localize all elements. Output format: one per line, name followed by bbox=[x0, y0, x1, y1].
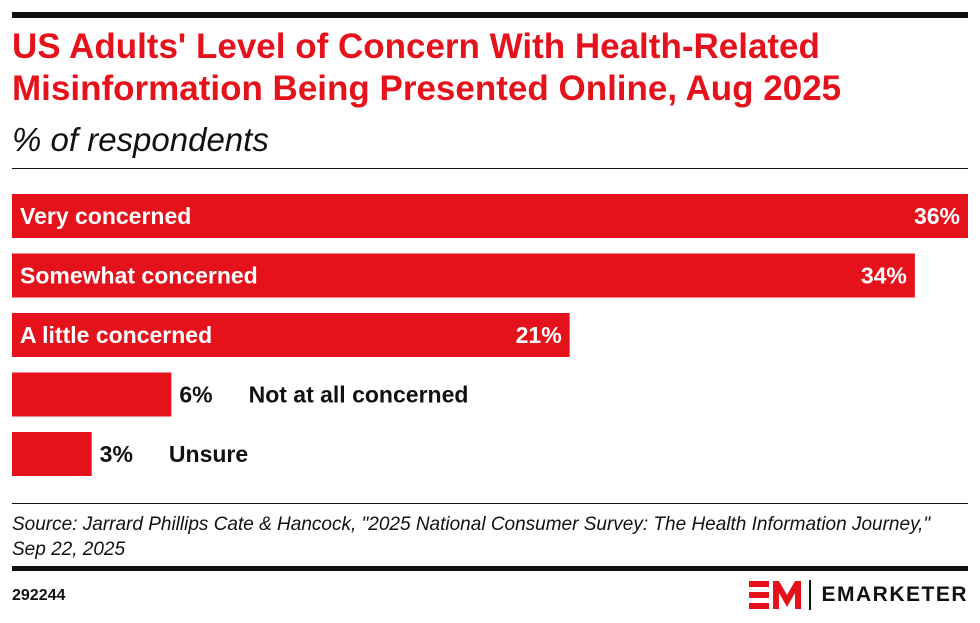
source-note: Source: Jarrard Phillips Cate & Hancock,… bbox=[12, 514, 931, 560]
category-label: Not at all concerned bbox=[249, 382, 469, 408]
bottom-rule bbox=[12, 566, 968, 571]
chart-subtitle: % of respondents bbox=[12, 121, 269, 158]
category-label: Very concerned bbox=[20, 203, 191, 229]
category-label: Somewhat concerned bbox=[20, 263, 258, 289]
top-rule bbox=[12, 12, 968, 18]
chart-title: US Adults' Level of Concern With Health-… bbox=[12, 27, 842, 108]
bar bbox=[12, 194, 968, 238]
category-label: Unsure bbox=[169, 441, 248, 467]
bar bbox=[12, 372, 172, 417]
emarketer-logo: EMARKETER bbox=[749, 578, 968, 612]
em-logo-icon bbox=[749, 581, 802, 609]
chart-id: 292244 bbox=[12, 587, 66, 604]
value-label: 34% bbox=[861, 263, 907, 289]
value-label: 3% bbox=[100, 441, 133, 467]
bar bbox=[12, 313, 570, 357]
category-label: A little concerned bbox=[20, 322, 212, 348]
bar bbox=[12, 432, 92, 476]
value-label: 36% bbox=[914, 203, 960, 229]
bar-chart: Very concerned 36% Somewhat concerned 34% A … bbox=[12, 194, 968, 476]
value-label: 6% bbox=[179, 382, 212, 408]
header-divider bbox=[12, 168, 968, 169]
value-label: 21% bbox=[516, 322, 562, 348]
source-divider bbox=[12, 503, 968, 504]
brand-name: EMARKETER bbox=[821, 583, 968, 606]
bar bbox=[12, 253, 915, 298]
logo-separator bbox=[809, 580, 812, 610]
